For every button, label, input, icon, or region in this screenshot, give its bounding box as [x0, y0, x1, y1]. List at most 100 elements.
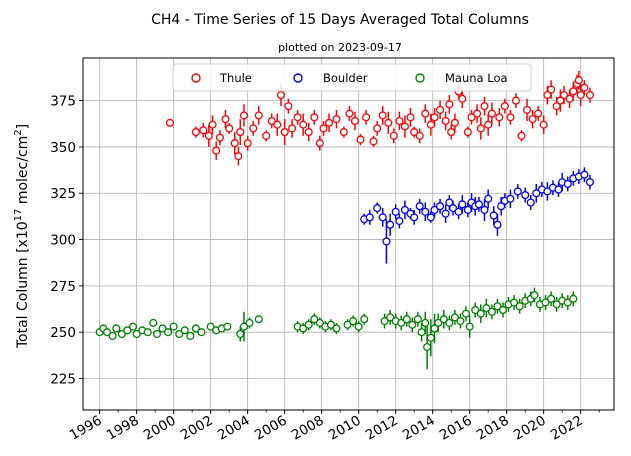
- y-tick-label: 375: [50, 94, 76, 110]
- data-point: [169, 322, 178, 331]
- data-point: [191, 324, 200, 333]
- data-point: [580, 170, 589, 179]
- data-point: [413, 315, 422, 324]
- data-point: [441, 209, 450, 218]
- data-point: [117, 329, 126, 339]
- data-point: [245, 318, 254, 327]
- data-point: [454, 207, 463, 216]
- data-point: [436, 105, 445, 114]
- data-point: [569, 87, 578, 96]
- data-point: [576, 91, 585, 100]
- data-point: [400, 122, 409, 131]
- data-point: [541, 298, 550, 307]
- data-point: [556, 96, 565, 105]
- series-boulder: [360, 167, 594, 264]
- data-point: [506, 113, 515, 122]
- y-tick-label: 300: [50, 233, 76, 249]
- data-point: [365, 213, 374, 222]
- data-point: [108, 331, 117, 340]
- data-point: [175, 329, 184, 339]
- data-point: [132, 329, 141, 339]
- data-point: [373, 204, 382, 213]
- data-point: [539, 120, 548, 129]
- x-tick-label: 1996: [67, 413, 105, 444]
- data-point: [487, 109, 496, 118]
- data-point: [580, 83, 589, 92]
- data-point: [236, 329, 245, 339]
- data-point: [273, 120, 282, 129]
- data-point: [397, 318, 406, 327]
- data-point: [152, 329, 162, 339]
- x-tick-label: 2016: [437, 413, 475, 444]
- data-point: [530, 291, 539, 300]
- data-point: [426, 333, 435, 342]
- x-tick-label: 2000: [141, 413, 179, 444]
- legend-label-mauna-loa: Mauna Loa: [445, 71, 508, 85]
- data-point: [423, 342, 432, 352]
- data-point: [288, 124, 297, 133]
- data-point: [506, 194, 515, 203]
- data-point: [450, 313, 459, 322]
- data-point: [400, 205, 409, 214]
- data-point: [563, 298, 572, 307]
- data-point: [515, 302, 524, 311]
- data-point: [373, 124, 382, 133]
- legend-marker-mauna-loa: [415, 73, 425, 83]
- data-point: [197, 328, 206, 337]
- data-point: [191, 128, 200, 137]
- data-point: [410, 213, 419, 222]
- data-point: [480, 205, 489, 214]
- data-point: [569, 294, 578, 303]
- data-point: [434, 318, 443, 327]
- data-point: [299, 324, 308, 333]
- data-point: [467, 113, 476, 122]
- data-point: [158, 324, 167, 333]
- data-point: [299, 120, 308, 129]
- data-point: [517, 131, 526, 140]
- data-point: [426, 213, 435, 222]
- data-point: [436, 202, 445, 211]
- data-point: [552, 102, 561, 111]
- y-tick-label: 350: [50, 140, 76, 156]
- data-point: [389, 131, 398, 140]
- data-point: [534, 109, 543, 118]
- data-point: [239, 111, 249, 120]
- x-tick-label: 2014: [400, 413, 438, 444]
- data-point: [332, 324, 341, 333]
- data-point: [230, 139, 239, 148]
- data-point: [164, 328, 173, 337]
- data-point: [445, 198, 454, 207]
- data-point: [406, 113, 415, 122]
- data-point: [354, 322, 363, 331]
- data-point: [565, 94, 574, 103]
- x-tick-label: 2020: [511, 413, 549, 444]
- data-point: [450, 118, 459, 127]
- y-tick-label: 275: [50, 279, 76, 295]
- data-point: [304, 320, 313, 329]
- data-point: [326, 320, 335, 329]
- data-point: [461, 309, 471, 318]
- data-point: [445, 100, 454, 109]
- data-point: [149, 318, 158, 327]
- data-point: [212, 146, 221, 155]
- data-point: [267, 116, 276, 126]
- data-point: [585, 91, 594, 100]
- y-tick-label: 250: [50, 325, 76, 341]
- data-point: [254, 315, 263, 324]
- data-point: [458, 200, 467, 209]
- x-tick-label: 2008: [289, 413, 327, 444]
- data-point: [128, 322, 138, 331]
- data-point: [280, 128, 289, 137]
- y-axis-label: Total Column [x1017 molec/cm2]: [13, 124, 31, 349]
- data-point: [304, 128, 313, 137]
- legend: Thule Boulder Mauna Loa: [172, 63, 532, 92]
- data-point: [315, 318, 324, 327]
- data-point: [186, 331, 195, 340]
- data-point: [439, 315, 448, 324]
- data-point: [360, 315, 369, 324]
- legend-marker-boulder: [293, 73, 303, 83]
- data-point: [522, 105, 532, 114]
- data-point: [382, 237, 391, 246]
- y-tick-label: 325: [50, 186, 76, 202]
- data-point: [319, 124, 328, 133]
